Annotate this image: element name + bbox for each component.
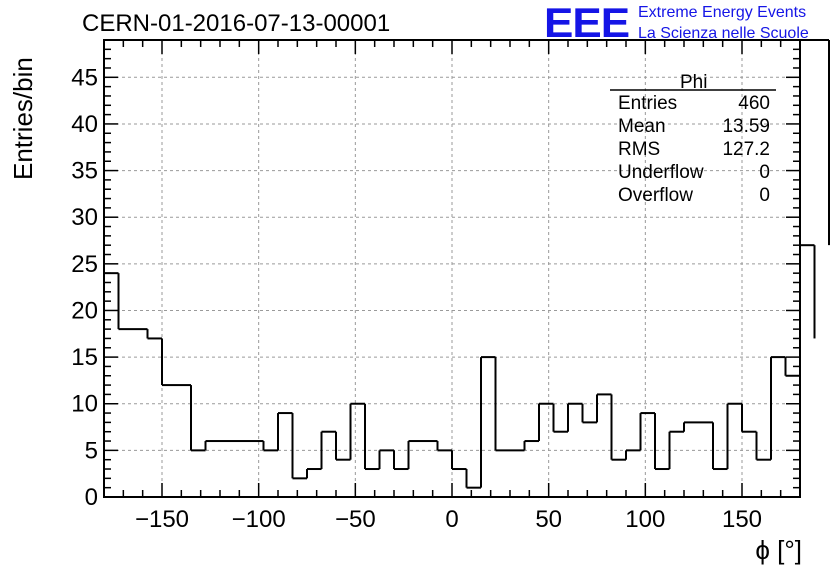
- logo-line-1: Extreme Energy Events: [638, 4, 807, 21]
- x-tick-label: 100: [625, 506, 665, 533]
- stats-label: RMS: [618, 139, 661, 160]
- stats-row-entries: Entries 460: [618, 93, 770, 115]
- x-tick-label: 50: [535, 506, 562, 533]
- y-tick-label: 35: [71, 158, 98, 185]
- stats-label: Mean: [618, 116, 666, 137]
- y-tick-label: 15: [71, 344, 98, 371]
- y-tick-label: 40: [71, 111, 98, 138]
- histogram-series: [104, 39, 830, 489]
- x-tick-label: −100: [232, 506, 286, 533]
- y-tick-label: 0: [85, 484, 98, 511]
- stats-value: 13.59: [722, 116, 770, 137]
- y-tick-label: 10: [71, 391, 98, 418]
- logo-line-2: La Scienza nelle Scuole: [638, 25, 809, 42]
- stats-row-underflow: Underflow 0: [618, 162, 770, 184]
- x-tick-label: −50: [335, 506, 376, 533]
- y-tick-label: 25: [71, 251, 98, 278]
- stats-label: Underflow: [618, 162, 704, 183]
- stats-row-rms: RMS 127.2: [618, 139, 770, 161]
- eee-logo: EEE: [544, 0, 630, 47]
- x-axis-label: ϕ [°]: [755, 535, 802, 565]
- chart-title: CERN-01-2016-07-13-00001: [82, 10, 391, 37]
- y-tick-label: 5: [85, 437, 98, 464]
- axis-ticks: [103, 39, 801, 498]
- tick-labels: 0 5 10 15 20 25 30 35 40 45 −150 −100 −50 0 50 100 150: [71, 64, 762, 533]
- stats-row-overflow: Overflow 0: [618, 185, 770, 207]
- stats-value: 127.2: [722, 139, 770, 160]
- y-tick-label: 20: [71, 297, 98, 324]
- stats-label: Overflow: [618, 185, 693, 206]
- stats-value: 460: [738, 93, 770, 114]
- stats-row-mean: Mean 13.59: [618, 116, 770, 138]
- x-tick-label: 150: [722, 506, 762, 533]
- y-tick-label: 45: [71, 64, 98, 91]
- stats-box-title: Phi: [680, 72, 708, 93]
- y-axis-label: Entries/bin: [8, 57, 38, 180]
- y-tick-label: 30: [71, 204, 98, 231]
- stats-value: 0: [759, 185, 770, 206]
- stats-label: Entries: [618, 93, 678, 114]
- stats-value: 0: [759, 162, 770, 183]
- x-tick-label: 0: [445, 506, 458, 533]
- x-tick-label: −150: [135, 506, 189, 533]
